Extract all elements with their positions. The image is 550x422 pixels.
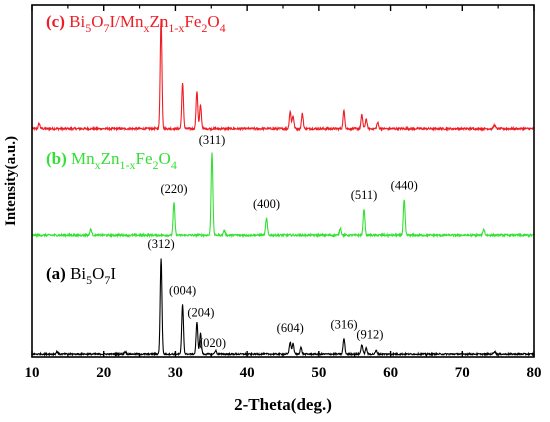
peak-label: (004) xyxy=(169,284,196,298)
peak-label: (316) xyxy=(330,318,357,332)
peak-label: (311) xyxy=(199,133,226,147)
peak-label: (220) xyxy=(160,182,187,196)
series-line-2 xyxy=(31,152,535,239)
x-tick-label: 70 xyxy=(455,365,470,381)
x-tick-label: 80 xyxy=(527,365,542,381)
series-label-3: (a) Bi5O7I xyxy=(46,264,116,287)
x-tick-label: 10 xyxy=(25,365,40,381)
peak-label: (511) xyxy=(351,188,378,202)
peak-label: (400) xyxy=(253,197,280,211)
y-axis-title: Intensity(a.u.) xyxy=(3,136,19,226)
series-label-1: (c) Bi5O7I/MnxZn1-xFe2O4 xyxy=(46,12,226,35)
x-axis-title: 2-Theta(deg.) xyxy=(234,395,332,414)
peak-label: (912) xyxy=(356,328,383,342)
x-tick-label: 20 xyxy=(96,365,111,381)
plot-frame xyxy=(31,4,535,358)
series-line-1 xyxy=(31,18,535,132)
series-label-2: (b) MnxZn1-xFe2O4 xyxy=(46,149,177,172)
peak-label: (204) xyxy=(187,306,214,320)
x-tick-label: 60 xyxy=(383,365,398,381)
peak-label: (604) xyxy=(277,321,304,335)
x-tick-label: 30 xyxy=(168,365,183,381)
x-tick-label: 50 xyxy=(311,365,326,381)
peak-label: (440) xyxy=(391,179,418,193)
peak-label: (020) xyxy=(199,336,226,350)
x-tick-label: 40 xyxy=(240,365,255,381)
peak-label: (312) xyxy=(148,237,175,251)
